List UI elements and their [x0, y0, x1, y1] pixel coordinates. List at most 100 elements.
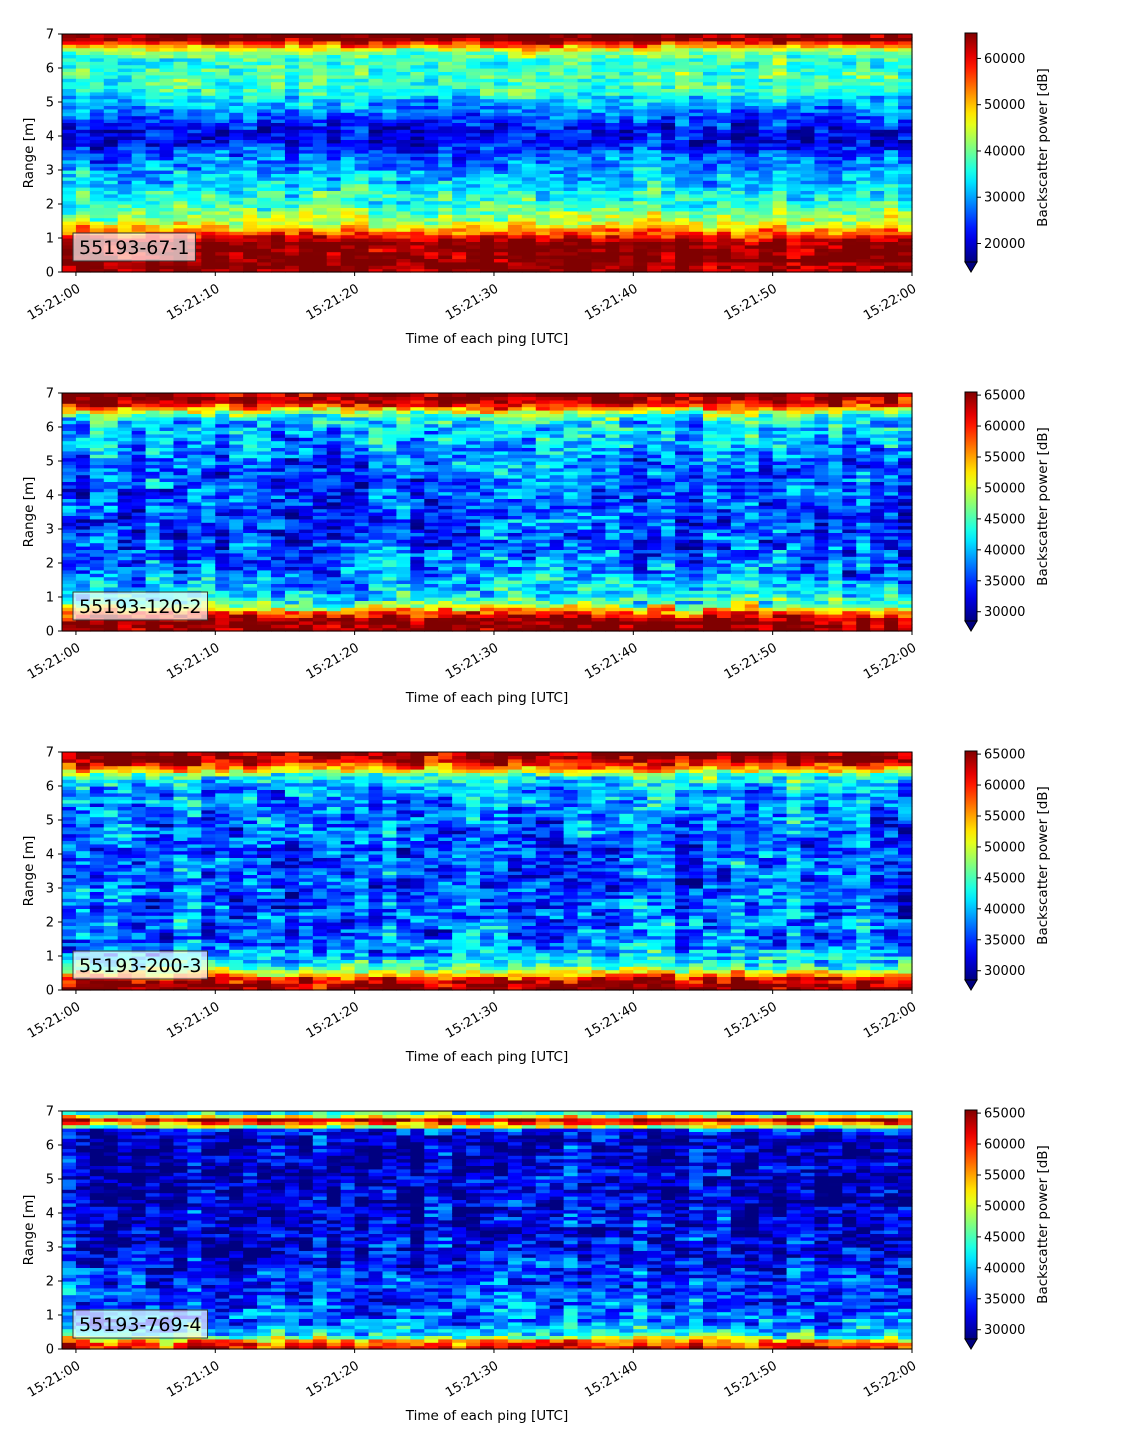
heatmap-cell [898, 252, 913, 256]
heatmap-cell [592, 265, 607, 269]
heatmap-cell [118, 194, 133, 198]
heatmap-cell [842, 167, 857, 171]
heatmap-cell [173, 34, 188, 38]
heatmap-cell [382, 201, 397, 205]
heatmap-cell [842, 252, 857, 256]
heatmap-cell [564, 228, 579, 232]
heatmap-cell [173, 265, 188, 269]
heatmap-cell [787, 218, 802, 222]
heatmap-cell [522, 160, 537, 164]
heatmap-cell [494, 252, 509, 256]
heatmap-cell [62, 133, 77, 137]
heatmap-cell [62, 420, 77, 424]
heatmap-cell [104, 143, 119, 147]
heatmap-cell [466, 167, 481, 171]
heatmap-cell [605, 218, 620, 222]
heatmap-cell [355, 160, 370, 164]
heatmap-cell [592, 34, 607, 38]
heatmap-cell [299, 150, 314, 154]
heatmap-cell [132, 420, 147, 424]
heatmap-cell [689, 160, 704, 164]
heatmap-cell [801, 177, 816, 181]
heatmap-cell [773, 143, 788, 147]
heatmap-cell [870, 228, 885, 232]
heatmap-cell [285, 34, 300, 38]
heatmap-cell [578, 228, 593, 232]
heatmap-cell [146, 133, 161, 137]
heatmap-cell [759, 160, 774, 164]
heatmap-cell [313, 177, 328, 181]
heatmap-cell [62, 160, 77, 164]
heatmap-cell [717, 228, 732, 232]
heatmap-cell [536, 133, 551, 137]
heatmap-cell [884, 194, 899, 198]
heatmap-cell [717, 235, 732, 239]
heatmap-cell [132, 201, 147, 205]
heatmap-cell [201, 235, 216, 239]
heatmap-cell [285, 133, 300, 137]
heatmap-cell [229, 252, 244, 256]
heatmap-cell [62, 437, 77, 441]
heatmap-cell [118, 505, 133, 509]
heatmap-cell [410, 133, 425, 137]
heatmap-cell [160, 211, 175, 215]
heatmap-cell [271, 184, 286, 188]
heatmap-cell [494, 235, 509, 239]
heatmap-cell [828, 228, 843, 232]
heatmap-cell [90, 201, 105, 205]
heatmap-cell [536, 265, 551, 269]
heatmap-cell [494, 150, 509, 154]
heatmap-cell [675, 167, 690, 171]
heatmap-cell [173, 471, 188, 475]
heatmap-cell [299, 34, 314, 38]
heatmap-cell [689, 34, 704, 38]
heatmap-cell [689, 245, 704, 249]
heatmap-cell [76, 194, 91, 198]
heatmap-cell [327, 34, 342, 38]
heatmap-cell [187, 201, 202, 205]
heatmap-cell [243, 177, 258, 181]
heatmap-cell [438, 265, 453, 269]
heatmap-cell [341, 252, 356, 256]
heatmap-cell [605, 201, 620, 205]
heatmap-cell [452, 133, 467, 137]
heatmap-cell [870, 252, 885, 256]
heatmap-cell [536, 184, 551, 188]
heatmap-cell [578, 201, 593, 205]
heatmap-cell [605, 184, 620, 188]
heatmap-cell [731, 160, 746, 164]
heatmap-cell [132, 34, 147, 38]
heatmap-cell [271, 218, 286, 222]
heatmap-cell [814, 201, 829, 205]
heatmap-cell [327, 235, 342, 239]
heatmap-cell [341, 184, 356, 188]
heatmap-cell [313, 133, 328, 137]
heatmap-cell [257, 150, 272, 154]
heatmap-cell [341, 160, 356, 164]
heatmap-cell [731, 194, 746, 198]
heatmap-cell [787, 211, 802, 215]
heatmap-cell [647, 133, 662, 137]
panel-label-box: 55193-67-1 [73, 233, 195, 261]
heatmap-cell [647, 150, 662, 154]
heatmap-cell [745, 194, 760, 198]
heatmap-cell [842, 194, 857, 198]
heatmap-cell [592, 160, 607, 164]
heatmap-cell [661, 201, 676, 205]
heatmap-cell [856, 235, 871, 239]
heatmap-cell [90, 177, 105, 181]
heatmap-cell [382, 184, 397, 188]
heatmap-cell [675, 150, 690, 154]
heatmap-cell [647, 211, 662, 215]
heatmap-cell [396, 201, 411, 205]
heatmap-cell [759, 265, 774, 269]
heatmap-cell [550, 177, 565, 181]
heatmap-cell [104, 133, 119, 137]
heatmap-cell [313, 184, 328, 188]
heatmap-cell [592, 252, 607, 256]
heatmap-cell [787, 177, 802, 181]
heatmap-cell [146, 143, 161, 147]
heatmap-cell [90, 194, 105, 198]
heatmap-cell [605, 34, 620, 38]
heatmap-cell [898, 265, 913, 269]
